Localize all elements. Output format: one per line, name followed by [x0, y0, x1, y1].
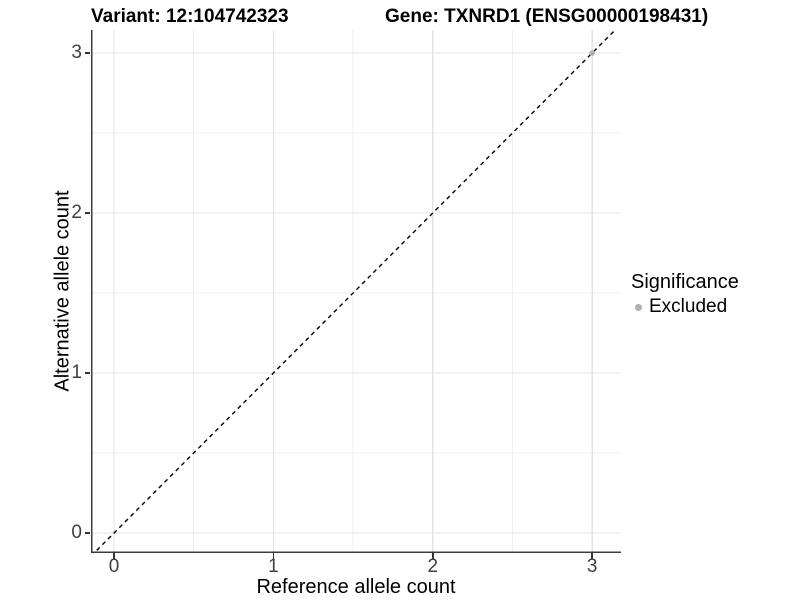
- x-tick-mark: [113, 553, 115, 559]
- data-points: [589, 50, 595, 56]
- gridlines-major: [91, 30, 621, 553]
- legend-entry-excluded: Excluded: [631, 296, 739, 318]
- x-tick-label: 1: [268, 556, 279, 577]
- y-tick-mark: [84, 212, 90, 214]
- axis-lines: [91, 30, 621, 553]
- x-axis-title: Reference allele count: [256, 576, 456, 598]
- identity-line: [93, 30, 617, 553]
- x-tick-mark: [591, 553, 593, 559]
- x-tick-label: 3: [586, 556, 598, 577]
- x-tick-label: 2: [427, 556, 439, 577]
- gene-title: Gene: TXNRD1 (ENSG00000198431): [385, 6, 709, 27]
- legend-title: Significance: [631, 271, 739, 293]
- data-point: [589, 50, 595, 56]
- legend-point-icon: [635, 303, 642, 311]
- y-axis-title: Alternative allele count: [51, 190, 74, 392]
- legend-entry-label: Excluded: [649, 296, 728, 317]
- legend: Significance Excluded: [631, 271, 739, 318]
- y-tick-mark: [84, 372, 90, 374]
- y-tick-label: 1: [71, 362, 82, 383]
- y-tick-mark: [84, 532, 90, 534]
- y-tick-label: 0: [71, 522, 82, 543]
- gridlines-minor: [91, 30, 621, 553]
- y-tick-label: 3: [71, 42, 82, 63]
- plot-canvas: [91, 30, 621, 553]
- plot-panel: [91, 30, 621, 553]
- y-tick-label: 2: [71, 202, 82, 223]
- variant-title: Variant: 12:104742323: [91, 6, 289, 27]
- x-tick-mark: [272, 553, 275, 559]
- x-tick-label: 0: [108, 556, 120, 577]
- y-tick-mark: [84, 52, 90, 54]
- x-tick-mark: [432, 553, 434, 559]
